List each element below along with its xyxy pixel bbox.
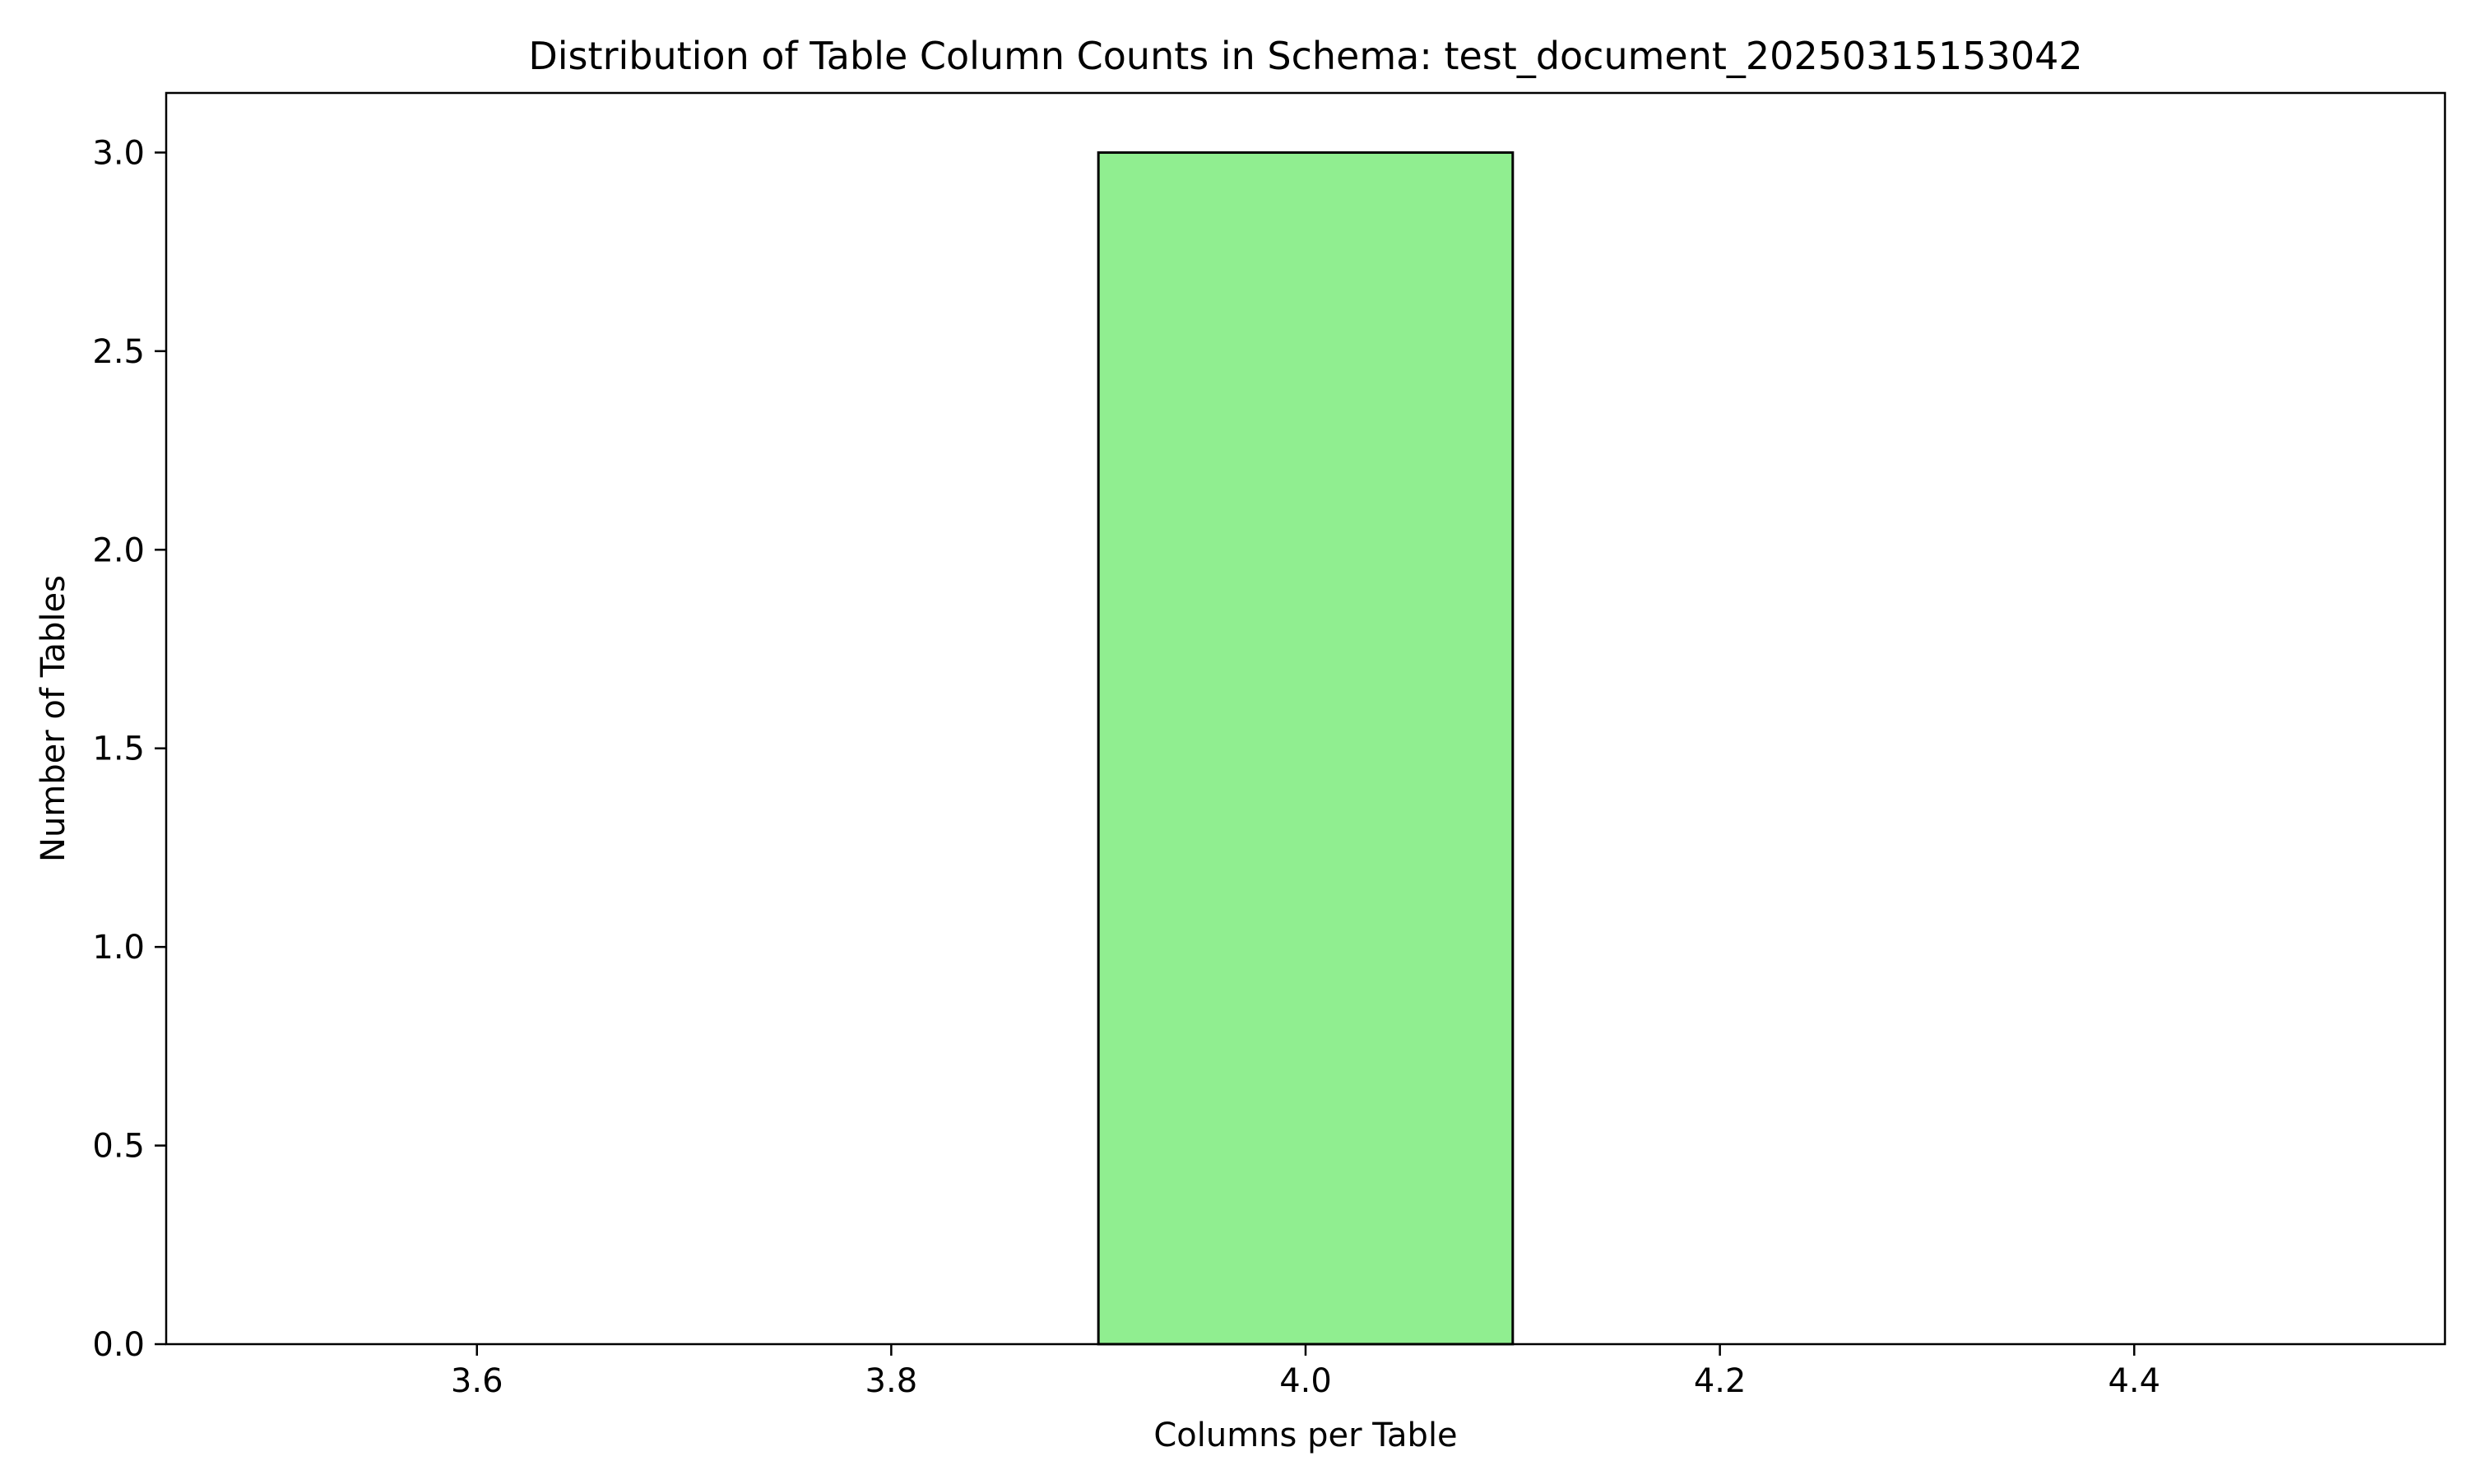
chart-title: Distribution of Table Column Counts in S…: [528, 34, 2082, 78]
y-tick-label-5: 2.5: [92, 333, 145, 371]
y-tick-label-2: 1.0: [92, 929, 145, 967]
x-tick-label-1: 3.8: [865, 1362, 918, 1400]
bars-layer: [1097, 151, 1515, 1346]
y-tick-label-3: 1.5: [92, 730, 145, 768]
x-tick-label-4: 4.4: [2108, 1362, 2160, 1400]
x-axis-ticks: 3.6 3.8 4.0 4.2 4.4: [451, 1344, 2160, 1400]
histogram-bar-2: [1097, 151, 1515, 1346]
x-axis-label: Columns per Table: [1153, 1417, 1457, 1454]
y-tick-label-6: 3.0: [92, 134, 145, 172]
y-axis-ticks: 0.0 0.5 1.0 1.5 2.0 2.5 3.0: [92, 134, 166, 1364]
y-tick-label-4: 2.0: [92, 531, 145, 569]
x-tick-label-0: 3.6: [451, 1362, 503, 1400]
x-tick-label-3: 4.2: [1694, 1362, 1747, 1400]
y-tick-label-0: 0.0: [92, 1326, 145, 1364]
y-tick-label-1: 0.5: [92, 1128, 145, 1166]
y-axis-label: Number of Tables: [35, 575, 72, 862]
x-tick-label-2: 4.0: [1279, 1362, 1332, 1400]
